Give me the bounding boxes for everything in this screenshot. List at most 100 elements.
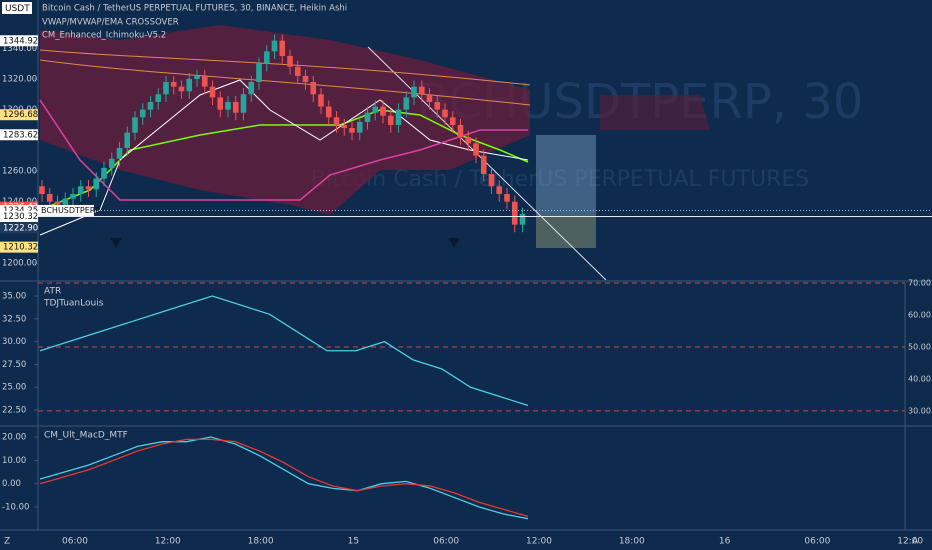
candle-body bbox=[387, 115, 394, 125]
candle-body bbox=[46, 193, 53, 202]
y-tick-label: 1260.00 bbox=[2, 166, 37, 176]
y2-tick-label: 60.00 bbox=[908, 310, 931, 319]
x-tick-label: 06:00 bbox=[433, 537, 459, 547]
y2-tick-label: 50.00 bbox=[908, 342, 931, 351]
candle-body bbox=[519, 213, 526, 225]
candle-body bbox=[54, 201, 61, 205]
price-tag-label: 1230.32 bbox=[3, 212, 38, 222]
candle-body bbox=[364, 112, 371, 122]
vwap-line bbox=[39, 109, 529, 211]
y-tick-label: 27.50 bbox=[2, 360, 26, 370]
candle-body bbox=[480, 155, 487, 175]
y-tick-label: 25.00 bbox=[2, 383, 26, 393]
price-tag bbox=[0, 204, 38, 216]
candle-body bbox=[325, 106, 332, 118]
candle-body bbox=[488, 174, 495, 187]
candle-body bbox=[178, 86, 185, 92]
y-tick-label: 0.00 bbox=[2, 479, 21, 489]
candle-body bbox=[349, 128, 355, 133]
price-tag bbox=[0, 109, 38, 121]
candle-body bbox=[93, 178, 100, 190]
y-tick-label: 22.50 bbox=[2, 406, 26, 416]
candle-body bbox=[318, 94, 324, 107]
candle-body bbox=[39, 186, 45, 194]
candle-body bbox=[194, 75, 200, 79]
y-tick-label: 20.00 bbox=[2, 433, 26, 443]
candle-body bbox=[147, 101, 154, 110]
candle-body bbox=[473, 143, 479, 156]
x-tick-label: 12:00 bbox=[897, 537, 923, 547]
candle-body bbox=[380, 106, 386, 116]
y-tick-label: 30.00 bbox=[2, 337, 26, 347]
ichimoku-line bbox=[39, 79, 529, 236]
y-tick-label: 1200.00 bbox=[2, 258, 37, 268]
trend-line bbox=[367, 46, 607, 281]
x-tick-label: 12:00 bbox=[155, 537, 181, 547]
ichimoku-base bbox=[39, 99, 528, 201]
candle-body bbox=[170, 82, 177, 87]
candle-body bbox=[232, 101, 239, 113]
left-axis bbox=[0, 0, 38, 550]
candle-body bbox=[449, 117, 456, 125]
candle-body bbox=[504, 193, 510, 202]
short-target-box bbox=[536, 135, 596, 215]
y-tick-label: 32.50 bbox=[2, 314, 26, 324]
x-tick-label: 16 bbox=[719, 537, 731, 547]
candle-body bbox=[294, 66, 301, 76]
candle-body bbox=[85, 186, 92, 190]
candle-body bbox=[132, 117, 138, 133]
candle-body bbox=[511, 201, 518, 225]
ema-line bbox=[39, 49, 531, 86]
candle-body bbox=[62, 198, 69, 205]
candle-body bbox=[465, 137, 472, 144]
candle-body bbox=[457, 124, 464, 138]
candle-body bbox=[287, 55, 293, 67]
candle-body bbox=[77, 186, 84, 194]
price-tag-label: 1283.62 bbox=[3, 130, 38, 140]
unit-label: USDT bbox=[5, 4, 30, 14]
price-tag-label: 1210.32 bbox=[3, 243, 38, 253]
pane-title: CM_Ult_MacD_MTF bbox=[44, 431, 128, 441]
candle-body bbox=[403, 97, 410, 110]
ema-line bbox=[39, 59, 531, 106]
candle-body bbox=[418, 86, 425, 95]
short-stop-box bbox=[536, 215, 596, 248]
indicator-label: VWAP/MVWAP/EMA CROSSOVER bbox=[42, 18, 179, 28]
candle-body bbox=[426, 94, 433, 102]
price-tag bbox=[0, 222, 38, 234]
price-tag-label: 1222.90 bbox=[3, 223, 38, 233]
cloud-projection bbox=[600, 95, 710, 130]
y2-tick-label: 30.00 bbox=[908, 406, 931, 415]
y-tick-label: 10.00 bbox=[2, 456, 26, 466]
price-tag bbox=[0, 241, 38, 253]
candle-body bbox=[271, 40, 278, 52]
y-tick-label: 1340.00 bbox=[2, 44, 37, 54]
footer-left: Z bbox=[4, 537, 10, 547]
indicator-label: CM_Enhanced_Ichimoku-V5.2 bbox=[42, 31, 166, 41]
x-tick-label: 12:00 bbox=[526, 537, 552, 547]
candle-body bbox=[341, 124, 348, 129]
price-tag-label: 1296.68 bbox=[3, 110, 38, 120]
symbol-tag-label: BCHUSDTPERP bbox=[41, 206, 100, 215]
candle-body bbox=[302, 75, 309, 83]
candle-body bbox=[186, 78, 193, 92]
candle-body bbox=[248, 82, 255, 95]
candle-body bbox=[139, 109, 146, 118]
candle-body bbox=[108, 158, 115, 168]
candle-body bbox=[217, 97, 224, 110]
price-tag bbox=[0, 210, 38, 222]
y2-tick-label: 40.00 bbox=[908, 374, 931, 383]
candle-body bbox=[434, 101, 441, 110]
footer-right: A bbox=[912, 537, 919, 547]
y-tick-label: 35.00 bbox=[2, 292, 26, 302]
candle-body bbox=[256, 63, 262, 83]
y2-tick-label: 70.00 bbox=[908, 279, 931, 288]
candle-body bbox=[279, 40, 286, 56]
candle-body bbox=[442, 109, 448, 118]
candle-body bbox=[411, 86, 417, 98]
x-tick-label: 18:00 bbox=[619, 537, 645, 547]
price-tag bbox=[0, 35, 38, 47]
candle-body bbox=[201, 75, 208, 87]
candle-body bbox=[116, 147, 123, 159]
